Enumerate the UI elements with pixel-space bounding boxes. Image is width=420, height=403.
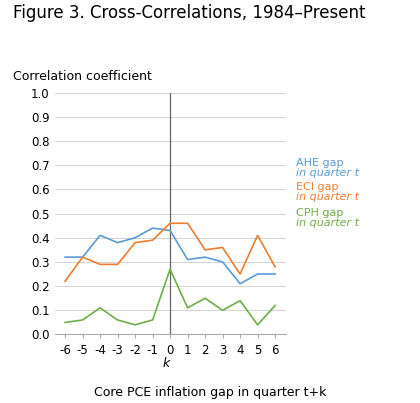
Text: CPH gap: CPH gap bbox=[296, 208, 344, 218]
Text: k: k bbox=[162, 357, 170, 370]
Text: in quarter t: in quarter t bbox=[296, 218, 359, 228]
Text: in quarter t: in quarter t bbox=[296, 168, 359, 178]
Text: Correlation coefficient: Correlation coefficient bbox=[13, 70, 152, 83]
Text: Core PCE inflation gap in quarter t+k: Core PCE inflation gap in quarter t+k bbox=[94, 386, 326, 399]
Text: AHE gap: AHE gap bbox=[296, 158, 344, 168]
Text: ECI gap: ECI gap bbox=[296, 183, 339, 192]
Text: in quarter t: in quarter t bbox=[296, 193, 359, 202]
Text: Figure 3. Cross-Correlations, 1984–Present: Figure 3. Cross-Correlations, 1984–Prese… bbox=[13, 4, 365, 22]
